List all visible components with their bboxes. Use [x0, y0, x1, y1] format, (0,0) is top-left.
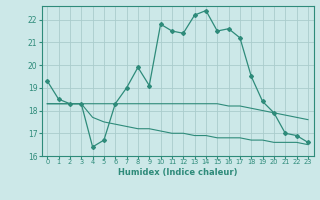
X-axis label: Humidex (Indice chaleur): Humidex (Indice chaleur): [118, 168, 237, 177]
